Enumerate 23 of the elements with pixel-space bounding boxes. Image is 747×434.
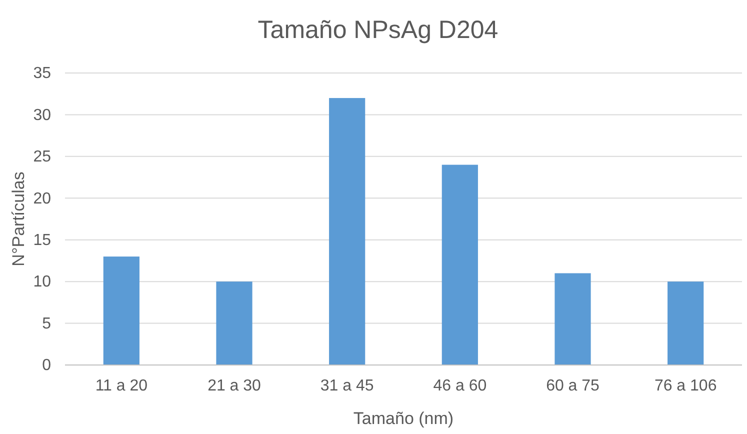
y-tick-label: 0 [42,357,52,374]
bar [442,164,478,365]
y-tick-label: 30 [33,106,52,124]
x-tick-label: 21 a 30 [208,377,262,394]
y-tick-label: 20 [33,190,52,208]
bar [329,98,366,365]
x-tick-label: 46 a 60 [433,377,487,394]
x-tick-label: 11 a 20 [95,377,148,394]
y-tick-label: 25 [33,148,52,166]
y-tick-label: 35 [33,65,52,82]
y-tick-label: 10 [33,274,52,291]
y-tick-label: 5 [42,315,52,332]
bar [668,282,704,365]
y-tick-label: 15 [33,232,52,249]
bar [216,282,252,365]
x-tick-label: 31 a 45 [320,377,374,394]
x-axis-title: Tamaño (nm) [353,409,454,428]
chart-title: Tamaño NPsAg D204 [258,16,498,44]
bar [554,273,591,365]
y-axis-title: N°Partículas [9,172,28,266]
x-tick-label: 60 a 75 [546,377,600,394]
x-tick-label: 76 a 106 [654,377,717,394]
bar [103,256,140,365]
